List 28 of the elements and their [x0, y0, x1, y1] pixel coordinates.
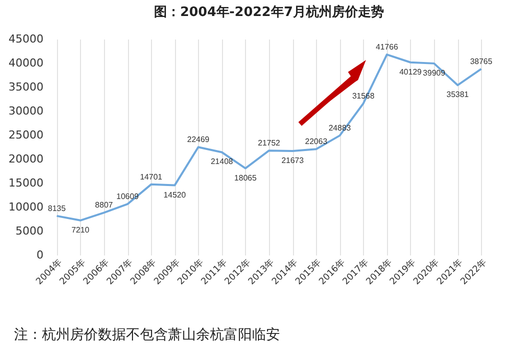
- data-label: 8135: [48, 204, 66, 213]
- data-label: 14520: [164, 190, 186, 200]
- text: 注：杭州房价数据不包含萧山余杭富阳临安: [14, 326, 280, 344]
- data-label: 38765: [470, 56, 493, 66]
- y-tick-label: 30000: [8, 104, 44, 118]
- y-tick-label: 25000: [8, 128, 44, 142]
- data-label: 39909: [422, 68, 446, 78]
- data-label: 21673: [281, 156, 304, 165]
- y-tick-label: 0: [36, 248, 44, 262]
- y-tick-label: 40000: [8, 56, 44, 70]
- data-label: 8807: [95, 200, 114, 210]
- data-label: 14701: [140, 172, 163, 182]
- data-label: 22469: [187, 135, 210, 144]
- data-label: 7210: [71, 225, 90, 234]
- data-label: 40129: [399, 67, 422, 76]
- chart-title: 图：2004年-2022年7月杭州房价走势: [154, 4, 384, 20]
- y-tick-label: 20000: [8, 152, 44, 166]
- y-tick-label: 45000: [8, 32, 44, 46]
- y-tick-label: 10000: [8, 200, 44, 214]
- data-label: 41766: [376, 42, 399, 52]
- data-label: 18065: [234, 173, 258, 182]
- data-label: 21408: [210, 157, 234, 166]
- y-tick-label: 5000: [16, 224, 44, 238]
- data-label: 21752: [258, 138, 281, 148]
- data-label: 35381: [446, 90, 470, 100]
- y-tick-label: 35000: [8, 80, 44, 94]
- data-label: 22063: [305, 137, 328, 146]
- y-tick-label: 15000: [8, 176, 44, 190]
